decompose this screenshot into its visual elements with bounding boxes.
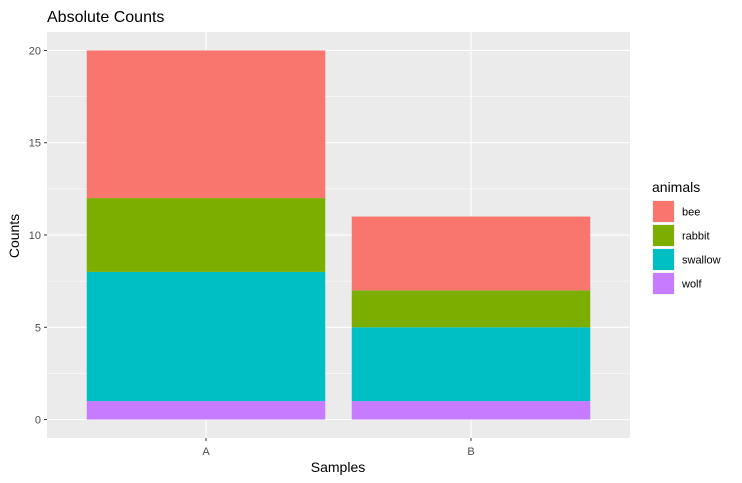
y-axis: 0 5 10 15 20 [29, 45, 47, 427]
legend: animals bee rabbit swallow wolf [652, 179, 721, 295]
bar-B-wolf [351, 401, 591, 420]
legend-label-bee: bee [682, 207, 700, 219]
chart-title: Absolute Counts [47, 9, 164, 26]
legend-label-rabbit: rabbit [682, 231, 710, 243]
bar-A-swallow [86, 271, 326, 402]
x-tick-label: A [202, 446, 210, 458]
x-tick-label: B [467, 446, 474, 458]
y-tick-label: 15 [29, 138, 41, 150]
bars [86, 50, 591, 420]
legend-swatch-rabbit [653, 225, 674, 246]
legend-label-swallow: swallow [682, 255, 721, 267]
bar-A-bee [86, 50, 326, 199]
legend-label-wolf: wolf [681, 279, 703, 291]
legend-swatch-wolf [653, 273, 674, 294]
bar-A-rabbit [86, 198, 326, 272]
bar-B-swallow [351, 327, 591, 402]
bar-B-rabbit [351, 290, 591, 328]
legend-swatch-swallow [653, 249, 674, 270]
y-tick-label: 0 [35, 415, 41, 427]
y-tick-label: 20 [29, 45, 41, 57]
legend-swatch-bee [653, 201, 674, 222]
bar-B-bee [351, 216, 591, 291]
x-axis-title: Samples [311, 459, 365, 475]
y-axis-title: Counts [6, 214, 22, 258]
y-tick-label: 5 [35, 322, 41, 334]
bar-A-wolf [86, 401, 326, 420]
y-tick-label: 10 [29, 230, 41, 242]
legend-title: animals [652, 179, 700, 195]
